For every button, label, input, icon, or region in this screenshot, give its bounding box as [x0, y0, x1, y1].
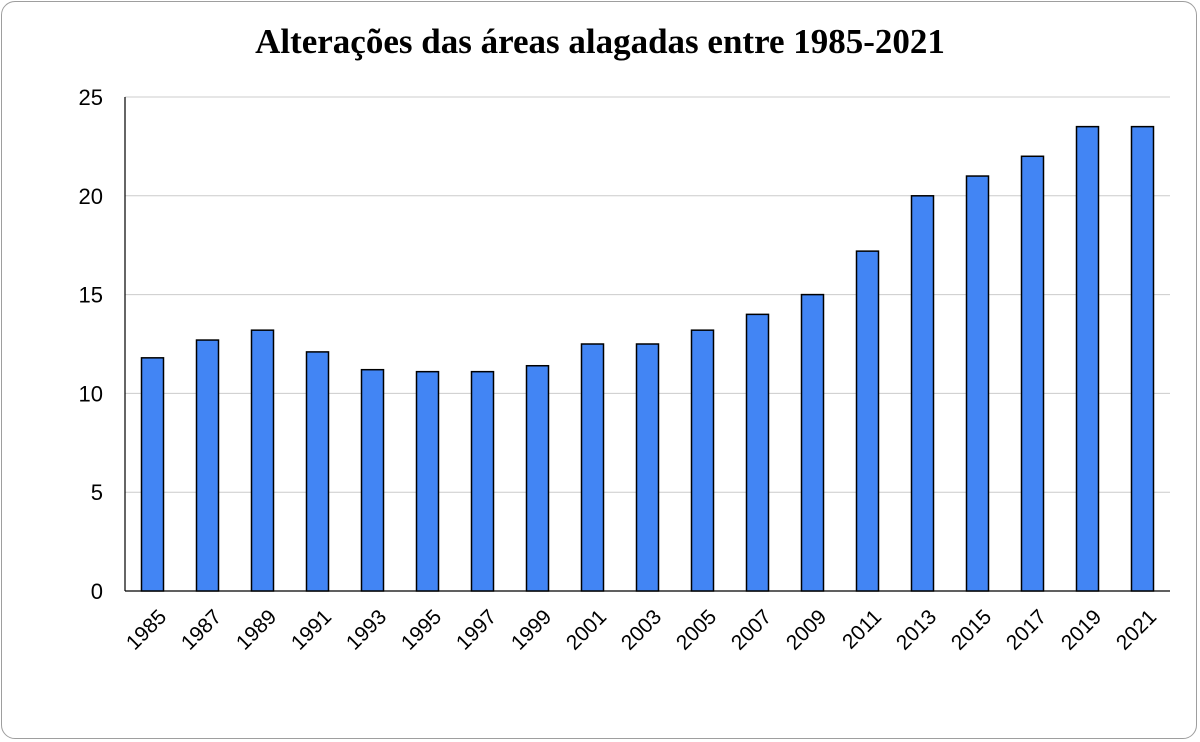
y-tick-label: 25	[79, 85, 103, 110]
bar-1989	[250, 329, 275, 592]
x-tick-label: 2005	[672, 605, 721, 654]
x-tick-label: 2011	[838, 605, 886, 653]
bar-1987	[195, 339, 220, 592]
x-tick-label: 1991	[287, 605, 336, 654]
bar-2007	[745, 313, 770, 592]
x-tick-label: 2019	[1057, 605, 1106, 654]
bar-2005	[690, 329, 715, 592]
x-tick-label: 2001	[562, 605, 611, 654]
x-tick-label: 2015	[947, 605, 996, 654]
x-tick-label: 2007	[727, 605, 776, 654]
x-tick-label: 1995	[397, 605, 446, 654]
bar-2015	[965, 175, 990, 592]
bar-1993	[360, 368, 385, 592]
bar-2003	[635, 343, 660, 592]
bar-2011	[855, 250, 880, 592]
x-tick-label: 1989	[232, 605, 281, 654]
bar-2001	[580, 343, 605, 592]
bar-2019	[1075, 125, 1100, 592]
y-tick-label: 20	[79, 184, 103, 209]
y-tick-label: 5	[91, 480, 103, 505]
x-tick-label: 2021	[1112, 605, 1161, 654]
x-tick-label: 1985	[122, 605, 171, 654]
bar-2009	[800, 293, 825, 592]
x-tick-label: 2017	[1002, 605, 1051, 654]
bar-2021	[1130, 125, 1155, 592]
bar-2017	[1020, 155, 1045, 592]
chart-title: Alterações das áreas alagadas entre 1985…	[255, 22, 945, 61]
x-tick-label: 2003	[617, 605, 666, 654]
y-tick-label: 10	[79, 381, 103, 406]
y-tick-label: 0	[91, 579, 103, 604]
bar-1991	[305, 351, 330, 592]
bar-1999	[525, 364, 550, 592]
x-tick-label: 2009	[782, 605, 831, 654]
bar-1995	[415, 370, 440, 592]
x-tick-label: 1997	[452, 605, 501, 654]
x-tick-label: 1993	[342, 605, 391, 654]
y-tick-label: 15	[79, 283, 103, 308]
bar-2013	[910, 195, 935, 592]
x-tick-label: 2013	[892, 605, 941, 654]
x-tick-label: 1999	[507, 605, 556, 654]
bar-1985	[140, 357, 165, 592]
bar-1997	[470, 370, 495, 592]
x-tick-label: 1987	[177, 605, 226, 654]
